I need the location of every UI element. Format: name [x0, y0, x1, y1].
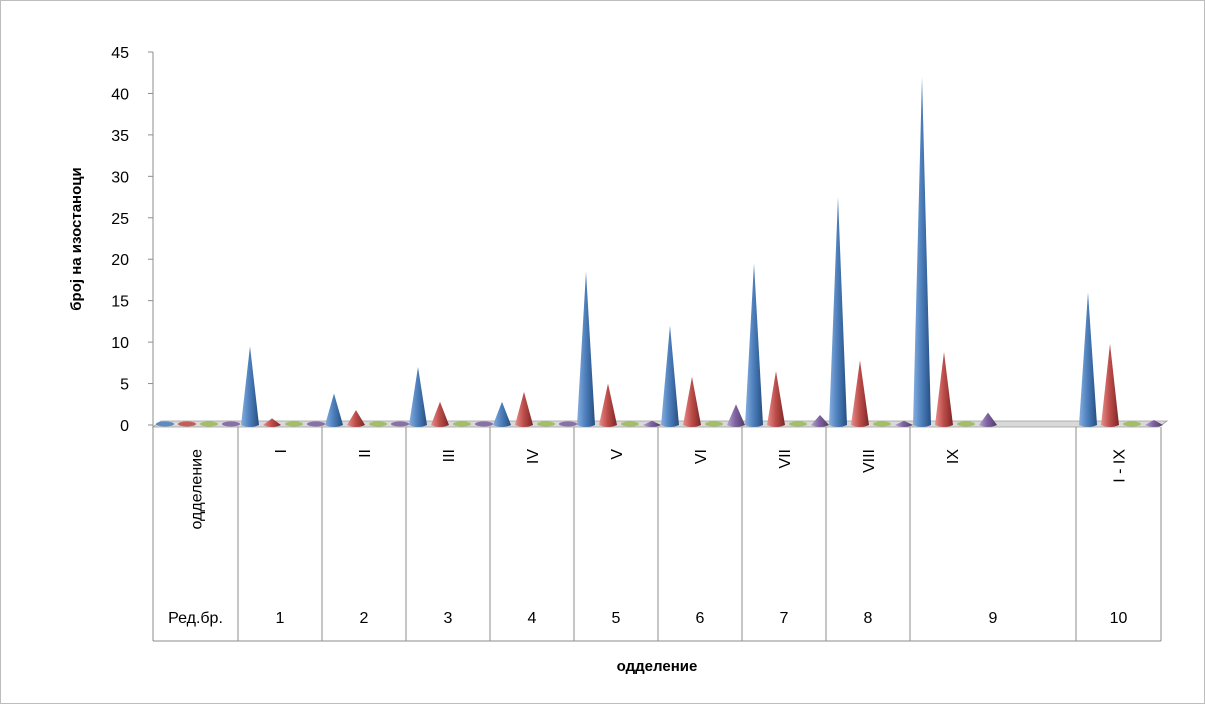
y-tick-label: 20: [111, 252, 129, 269]
cone-series-2-col-9: [935, 352, 953, 427]
cone-series-3-col-9: [957, 421, 975, 427]
cone-series-4-col-0: [222, 421, 240, 427]
cone-series-4-col-5: [643, 420, 661, 427]
grade-label: IV: [525, 449, 542, 464]
row-number-label: 9: [989, 610, 998, 627]
cones-layer: [156, 76, 1163, 427]
cone-series-2-col-4: [515, 391, 533, 427]
row-header-grade: одделение: [189, 449, 206, 530]
cone-series-3-col-3: [453, 421, 471, 427]
grade-label: III: [441, 449, 458, 462]
cone-series-2-col-3: [431, 401, 449, 427]
row-number-label: 1: [276, 610, 285, 627]
row-number-label: 10: [1110, 610, 1128, 627]
grade-label: IX: [945, 449, 962, 464]
cone-series-1-col-1: [241, 346, 259, 427]
x-axis-title: одделение: [617, 658, 698, 675]
cone-series-1-col-8: [829, 197, 847, 427]
cone-series-2-col-0: [178, 421, 196, 427]
cone-series-4-col-4: [559, 421, 577, 427]
grade-label: I: [273, 449, 290, 453]
y-tick-label: 15: [111, 294, 129, 311]
y-tick-label: 40: [111, 86, 129, 103]
cone-series-3-col-8: [873, 421, 891, 427]
row-number-label: 8: [864, 610, 873, 627]
cone-series-2-col-5: [599, 383, 617, 427]
cone-series-3-col-4: [537, 421, 555, 427]
y-tick-label: 10: [111, 335, 129, 352]
grade-label: V: [609, 449, 626, 460]
y-tick-label: 0: [120, 418, 129, 435]
cone-series-3-col-2: [369, 421, 387, 427]
grade-label: VII: [777, 449, 794, 469]
cone-series-2-col-1: [263, 418, 281, 427]
y-tick-label: 35: [111, 128, 129, 145]
cone-series-3-col-0: [200, 421, 218, 427]
cone-series-4-col-2: [391, 421, 409, 427]
floor: [151, 420, 1169, 428]
y-tick-label: 30: [111, 169, 129, 186]
category-table: одделение Ред.бр. I 1 II 2 III 3 IV 4 V 5 VI 6 VII 7 VII…: [152, 427, 1162, 642]
cone-series-3-col-10: [1123, 421, 1141, 427]
row-number-label: 2: [360, 610, 369, 627]
row-number-label: 4: [528, 610, 537, 627]
grade-label: VI: [693, 449, 710, 464]
y-tick-label: 45: [111, 45, 129, 62]
row-number-label: 7: [780, 610, 789, 627]
cone-series-2-col-6: [683, 376, 701, 427]
cone-series-4-col-9: [979, 412, 997, 427]
row-number-label: 6: [696, 610, 705, 627]
cone-series-1-col-6: [661, 325, 679, 427]
y-axis-title: број на изостаноци: [68, 167, 85, 310]
cone-series-1-col-7: [745, 263, 763, 427]
cone-series-2-col-8: [851, 360, 869, 427]
cone-series-3-col-6: [705, 421, 723, 427]
cone-series-2-col-2: [347, 410, 365, 427]
row-number-label: 3: [444, 610, 453, 627]
cone-series-1-col-2: [325, 393, 343, 427]
cone-series-1-col-3: [409, 366, 427, 427]
grade-label: I - IX: [1112, 449, 1129, 483]
cone-series-3-col-1: [285, 421, 303, 427]
y-tick-label: 5: [120, 377, 129, 394]
grade-label: II: [357, 449, 374, 458]
cone-series-3-col-7: [789, 421, 807, 427]
cone-series-1-col-9: [913, 76, 931, 427]
grade-label: VIII: [861, 449, 878, 473]
cone-series-4-col-1: [307, 421, 325, 427]
cone-series-4-col-7: [811, 415, 829, 427]
y-axis-ticks: 0 5 10 15 20 25 30 35 40 45: [111, 45, 153, 435]
cone-series-4-col-8: [895, 420, 913, 427]
cone-series-1-col-10: [1079, 292, 1097, 427]
cone-series-1-col-4: [493, 401, 511, 427]
cone-series-4-col-6: [727, 404, 745, 427]
cone-series-1-col-5: [577, 271, 595, 427]
cone-series-2-col-10: [1101, 343, 1119, 427]
cone-series-4-col-10: [1145, 420, 1163, 427]
cone-series-2-col-7: [767, 371, 785, 427]
row-header-number: Ред.бр.: [168, 610, 223, 627]
cone-series-4-col-3: [475, 421, 493, 427]
cone-series-1-col-0: [156, 421, 174, 427]
cone-series-3-col-5: [621, 421, 639, 427]
row-number-label: 5: [612, 610, 621, 627]
y-tick-label: 25: [111, 211, 129, 228]
